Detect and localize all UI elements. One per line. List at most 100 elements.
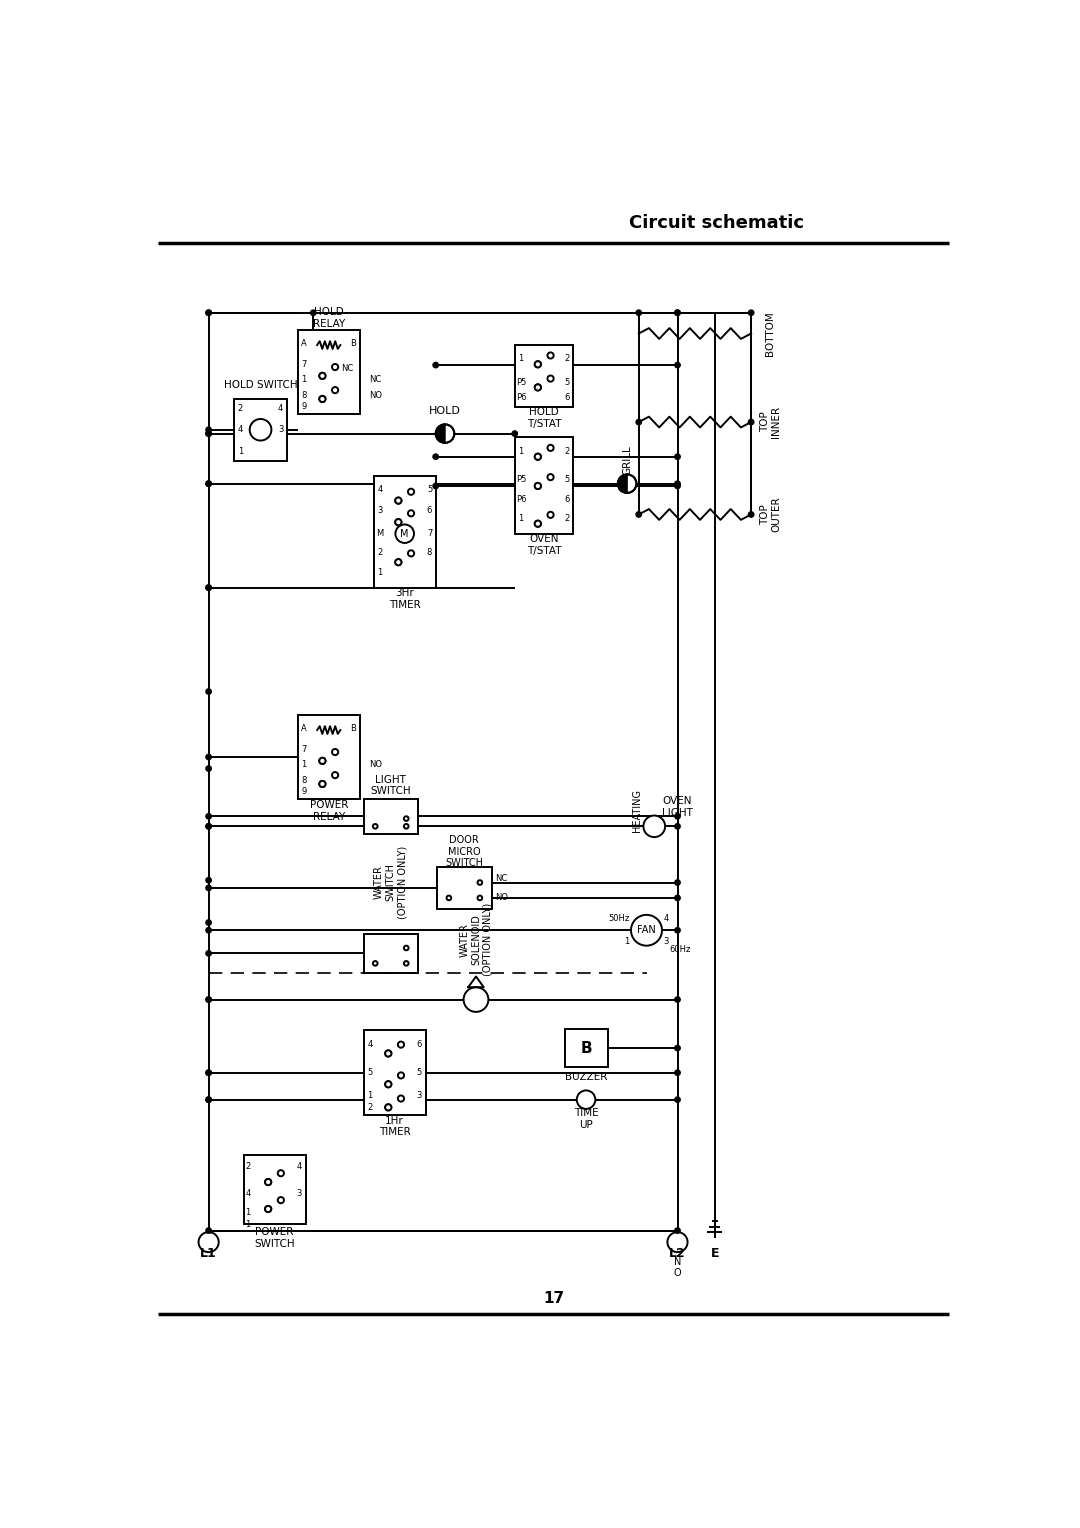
Text: E: E xyxy=(711,1247,719,1261)
Text: TOP
OUTER: TOP OUTER xyxy=(759,497,781,532)
Text: 1: 1 xyxy=(367,1091,373,1100)
Circle shape xyxy=(395,498,402,504)
Text: 1: 1 xyxy=(518,513,524,523)
Circle shape xyxy=(548,353,554,359)
Circle shape xyxy=(206,585,212,590)
Text: Circuit schematic: Circuit schematic xyxy=(629,214,804,232)
Text: HOLD
RELAY: HOLD RELAY xyxy=(312,307,345,329)
Circle shape xyxy=(675,1097,680,1102)
Circle shape xyxy=(535,385,541,391)
Text: 8: 8 xyxy=(427,549,432,558)
Text: TOP
INNER: TOP INNER xyxy=(759,406,781,439)
Text: 2: 2 xyxy=(564,354,569,364)
Circle shape xyxy=(320,758,325,764)
Circle shape xyxy=(265,1206,271,1212)
Circle shape xyxy=(397,1042,404,1048)
Circle shape xyxy=(644,816,665,837)
Circle shape xyxy=(675,927,680,934)
Text: NC: NC xyxy=(369,376,381,384)
Bar xyxy=(364,934,418,973)
Circle shape xyxy=(433,362,438,368)
Circle shape xyxy=(535,385,541,391)
Text: 2: 2 xyxy=(238,403,243,413)
Text: 17: 17 xyxy=(543,1291,564,1306)
Circle shape xyxy=(577,1091,595,1109)
Circle shape xyxy=(320,373,325,379)
Text: P6: P6 xyxy=(516,495,526,504)
Circle shape xyxy=(265,1206,271,1212)
Text: POWER
RELAY: POWER RELAY xyxy=(310,801,348,822)
Circle shape xyxy=(386,1050,391,1056)
Circle shape xyxy=(206,927,212,934)
Circle shape xyxy=(206,431,212,437)
Circle shape xyxy=(206,431,212,437)
Circle shape xyxy=(199,1232,218,1251)
Text: A: A xyxy=(301,339,307,348)
Text: HOLD
T/STAT: HOLD T/STAT xyxy=(527,408,562,429)
Circle shape xyxy=(477,880,482,885)
Circle shape xyxy=(206,1097,212,1102)
Circle shape xyxy=(548,474,554,480)
Polygon shape xyxy=(435,425,445,443)
Circle shape xyxy=(535,454,541,460)
Circle shape xyxy=(320,781,325,787)
Circle shape xyxy=(675,1070,680,1076)
Circle shape xyxy=(535,521,541,527)
Text: 5: 5 xyxy=(417,1068,422,1077)
Circle shape xyxy=(397,1073,404,1079)
Circle shape xyxy=(404,824,408,828)
Text: 5: 5 xyxy=(427,486,432,495)
Circle shape xyxy=(548,445,554,451)
Circle shape xyxy=(435,425,455,443)
Text: 3Hr
TIMER: 3Hr TIMER xyxy=(389,588,420,610)
Text: 1: 1 xyxy=(518,354,524,364)
Circle shape xyxy=(748,310,754,315)
Circle shape xyxy=(278,1170,284,1177)
Text: OVEN
T/STAT: OVEN T/STAT xyxy=(527,535,562,556)
Text: 3: 3 xyxy=(663,937,669,946)
Text: TIME
UP: TIME UP xyxy=(573,1108,598,1129)
Circle shape xyxy=(395,559,402,565)
Text: 1: 1 xyxy=(238,446,243,455)
Text: 60Hz: 60Hz xyxy=(670,944,691,953)
Text: 8: 8 xyxy=(301,776,307,784)
Circle shape xyxy=(535,361,541,367)
Circle shape xyxy=(404,961,408,966)
Circle shape xyxy=(675,1045,680,1051)
Text: POWER
SWITCH: POWER SWITCH xyxy=(254,1227,295,1248)
Circle shape xyxy=(675,454,680,460)
Circle shape xyxy=(206,824,212,830)
Circle shape xyxy=(320,373,325,379)
Text: B: B xyxy=(580,1041,592,1056)
Bar xyxy=(515,437,572,533)
Circle shape xyxy=(206,1070,212,1076)
Circle shape xyxy=(512,431,517,437)
Text: B: B xyxy=(351,724,356,733)
Text: 1: 1 xyxy=(301,761,307,769)
Circle shape xyxy=(667,1232,688,1251)
Text: LIGHT
SWITCH: LIGHT SWITCH xyxy=(370,775,411,796)
Text: NO: NO xyxy=(496,894,509,903)
Circle shape xyxy=(386,1082,391,1088)
Text: P5: P5 xyxy=(516,475,526,484)
Circle shape xyxy=(206,585,212,590)
Text: 4: 4 xyxy=(278,403,283,413)
Circle shape xyxy=(675,481,680,486)
Circle shape xyxy=(433,454,438,460)
Circle shape xyxy=(463,987,488,1012)
Text: GRILL: GRILL xyxy=(622,446,632,475)
Text: BUZZER: BUZZER xyxy=(565,1071,607,1082)
Text: 6: 6 xyxy=(417,1039,422,1048)
Circle shape xyxy=(265,1180,271,1186)
Text: HEATING: HEATING xyxy=(632,790,643,833)
Text: 7: 7 xyxy=(427,529,432,538)
Circle shape xyxy=(206,689,212,694)
Text: 5: 5 xyxy=(564,475,569,484)
Circle shape xyxy=(206,481,212,486)
Circle shape xyxy=(675,310,680,315)
Circle shape xyxy=(332,364,338,370)
Circle shape xyxy=(675,813,680,819)
Bar xyxy=(364,799,418,834)
Text: NO: NO xyxy=(369,761,382,769)
Text: A: A xyxy=(301,724,307,733)
